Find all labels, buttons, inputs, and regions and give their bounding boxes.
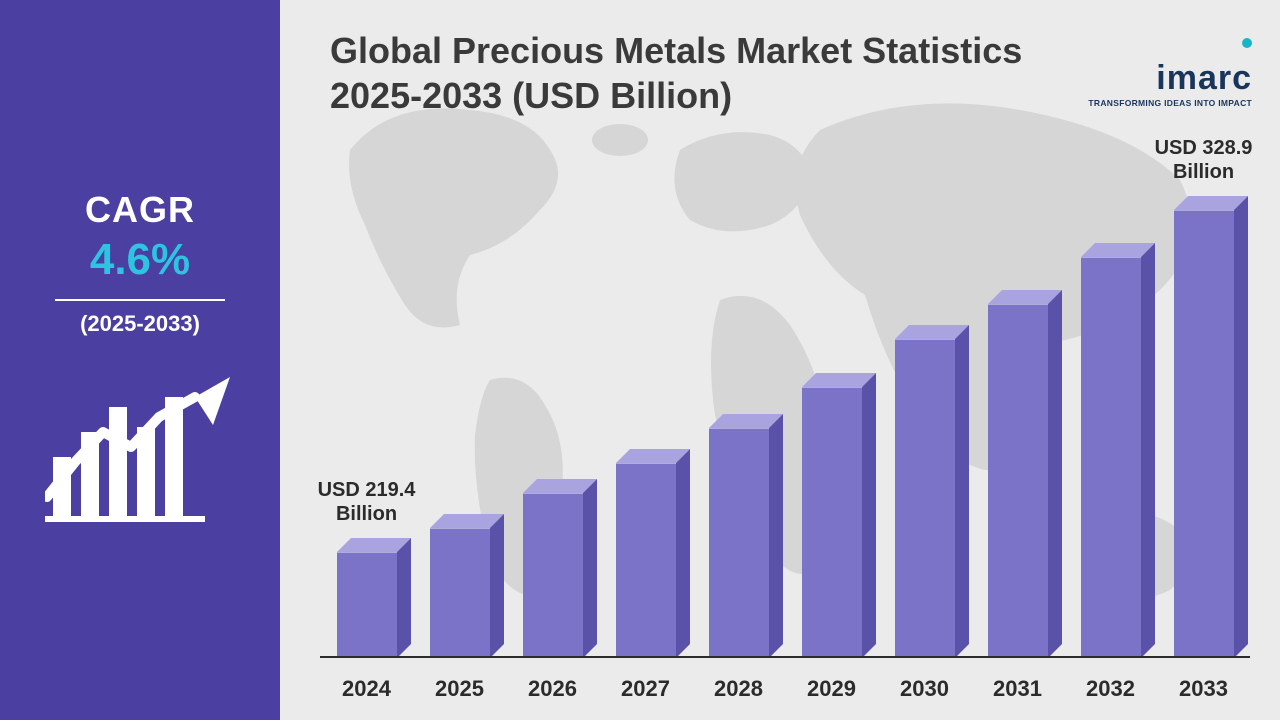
main-panel: Global Precious Metals Market Statistics… — [280, 0, 1280, 720]
x-tick-label: 2029 — [796, 676, 868, 702]
cagr-period: (2025-2033) — [80, 311, 200, 337]
bar-group — [320, 198, 1250, 658]
bar — [1075, 243, 1147, 658]
cagr-label: CAGR — [85, 189, 195, 231]
chart-title: Global Precious Metals Market Statistics… — [330, 28, 1030, 118]
x-tick-label: 2024 — [331, 676, 403, 702]
divider — [55, 299, 225, 301]
x-tick-label: 2030 — [889, 676, 961, 702]
x-axis-line — [320, 656, 1250, 658]
x-tick-label: 2031 — [982, 676, 1054, 702]
logo-dot-icon — [1242, 38, 1252, 48]
value-callout: USD 328.9Billion — [1144, 136, 1264, 184]
bar — [517, 479, 589, 658]
bar — [982, 290, 1054, 658]
bar — [424, 514, 496, 658]
bar — [889, 325, 961, 658]
brand-logo: imarc TRANSFORMING IDEAS INTO IMPACT — [1088, 20, 1252, 108]
x-tick-label: 2026 — [517, 676, 589, 702]
bar — [796, 373, 868, 658]
value-callout: USD 219.4Billion — [307, 478, 427, 526]
chart-area — [320, 198, 1250, 658]
x-tick-label: 2032 — [1075, 676, 1147, 702]
logo-text: imarc — [1088, 20, 1252, 98]
x-axis-labels: 2024 2025 2026 2027 2028 2029 2030 2031 2032 2033 — [320, 676, 1250, 702]
page: CAGR 4.6% (2025-2033) — [0, 0, 1280, 720]
x-tick-label: 2025 — [424, 676, 496, 702]
logo-word: imarc — [1156, 59, 1252, 97]
x-tick-label: 2028 — [703, 676, 775, 702]
bar — [703, 414, 775, 658]
logo-tagline: TRANSFORMING IDEAS INTO IMPACT — [1088, 98, 1252, 108]
bar — [610, 449, 682, 658]
x-tick-label: 2033 — [1168, 676, 1240, 702]
x-tick-label: 2027 — [610, 676, 682, 702]
bar — [1168, 196, 1240, 658]
bar — [331, 538, 403, 658]
growth-chart-icon — [45, 377, 235, 532]
sidebar: CAGR 4.6% (2025-2033) — [0, 0, 280, 720]
cagr-value: 4.6% — [90, 235, 190, 285]
